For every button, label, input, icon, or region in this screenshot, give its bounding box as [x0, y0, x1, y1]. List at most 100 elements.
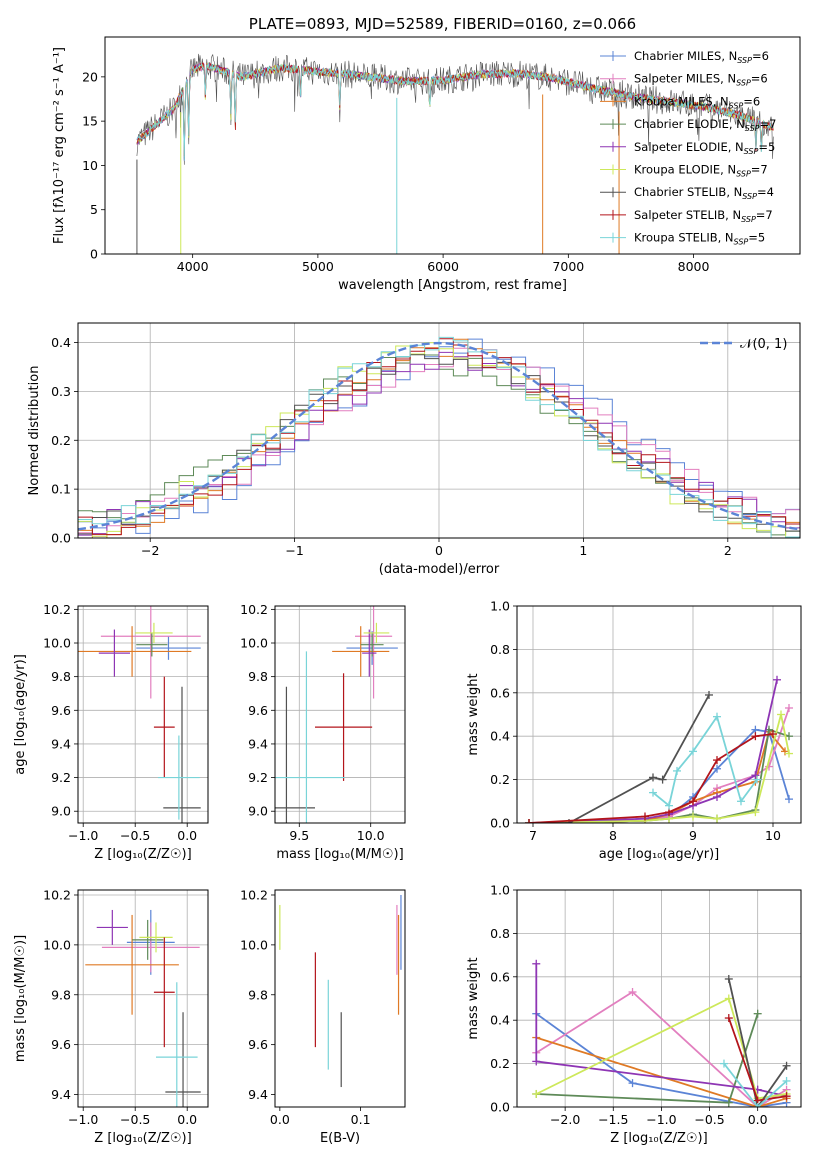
age-vs-mass-point-5 — [363, 622, 390, 644]
weight-vs-age-marker — [777, 710, 785, 719]
age-vs-mass-panel: 9.5 10.0 9.0 9.2 9.4 9.6 9.8 10.0 10.2 mass [log₁… — [240, 602, 406, 862]
spectrum-legend-label: Salpeter MILES, NSSP=6 — [634, 72, 768, 88]
mass-vs-Z-ytick-label: 9.8 — [51, 987, 71, 1002]
weight-vs-Z-ylabel: mass weight — [466, 957, 481, 1039]
age-vs-Z-xlabel: Z [log₁₀(Z/Z☉)] — [94, 847, 191, 862]
residuals-ytick-label: 0.1 — [51, 482, 71, 497]
residuals-ytick-label: 0.2 — [51, 433, 71, 448]
spectrum-ytick-label: 5 — [90, 202, 98, 217]
age-vs-Z-point-1 — [100, 606, 201, 699]
weight-vs-age-marker — [649, 788, 657, 797]
weight-vs-age-marker — [713, 712, 721, 721]
age-vs-mass-ytick-label: 9.4 — [248, 736, 268, 751]
weight-vs-age-marker — [785, 749, 793, 758]
weight-vs-Z-series-6 — [727, 978, 788, 1107]
age-vs-mass-point-4 — [362, 629, 377, 677]
spectrum-legend-label: Salpeter STELIB, NSSP=7 — [634, 208, 773, 224]
mass-vs-Z-xtick-label: −1.0 — [68, 1112, 98, 1127]
spectrum-legend-label: Chabrier STELIB, NSSP=4 — [634, 185, 774, 201]
age-vs-mass-plot-area — [275, 606, 398, 823]
spectrum-ylabel: Flux [fλ10⁻¹⁷ erg cm⁻² s⁻¹ A⁻¹] — [52, 47, 67, 244]
weight-vs-Z-marker — [628, 1079, 637, 1088]
weight-vs-age-plot-area — [525, 675, 793, 823]
age-vs-Z-point-0 — [136, 636, 201, 660]
residuals-ytick-label: 0.3 — [51, 384, 71, 399]
axes-frame — [274, 889, 406, 1108]
weight-vs-age-xtick-label: 9 — [689, 828, 697, 843]
weight-vs-Z-plot-area — [532, 959, 791, 1107]
mass-vs-ebv-ytick-label: 9.8 — [248, 987, 268, 1002]
mass-vs-Z-xtick-label: −0.5 — [120, 1112, 150, 1127]
age-vs-Z-point-3 — [136, 632, 168, 657]
mass-vs-Z-point-4 — [96, 909, 128, 945]
weight-vs-age-marker — [751, 732, 760, 741]
normal-curve — [78, 341, 800, 531]
mass-vs-Z-point-7 — [153, 937, 175, 1048]
weight-vs-age-marker — [785, 703, 793, 712]
age-vs-mass-ytick-label: 10.2 — [240, 602, 268, 617]
weight-vs-age-xtick-label: 8 — [609, 828, 617, 843]
weight-vs-age-series-5 — [528, 714, 790, 823]
weight-vs-age-marker — [658, 775, 667, 784]
weight-vs-age-marker — [773, 675, 781, 684]
weight-vs-age-marker — [769, 730, 777, 739]
age-vs-mass-point-7 — [315, 673, 373, 781]
weight-vs-Z-ytick-label: 0.6 — [490, 969, 510, 984]
weight-vs-Z-marker — [753, 1103, 762, 1107]
residuals-xtick-label: −1 — [285, 543, 303, 558]
spectrum-xtick-label: 4000 — [177, 259, 209, 274]
spectrum-xtick-label: 8000 — [678, 259, 710, 274]
axes-frame — [77, 322, 801, 539]
spectrum-legend-label: Kroupa STELIB, NSSP=5 — [634, 231, 765, 247]
axes-frame — [516, 889, 802, 1108]
weight-vs-Z-marker — [782, 1092, 791, 1101]
weight-vs-Z-marker — [719, 1059, 728, 1068]
age-vs-Z-point-4 — [98, 629, 130, 677]
weight-vs-age-marker — [785, 795, 793, 804]
weight-vs-age-marker — [737, 797, 745, 806]
weight-vs-age-marker — [689, 747, 697, 756]
weight-vs-Z-xtick-label: −0.5 — [694, 1112, 724, 1127]
weight-vs-Z-series-8 — [723, 1063, 788, 1107]
age-vs-Z-ytick-label: 9.8 — [51, 669, 71, 684]
weight-vs-Z-xtick-label: −1.5 — [598, 1112, 628, 1127]
weight-vs-age-marker — [765, 762, 773, 771]
weight-vs-Z-series-2 — [536, 1036, 787, 1107]
spectrum-ytick-label: 20 — [82, 69, 98, 84]
age-vs-mass-ytick-label: 9.0 — [248, 804, 268, 819]
age-vs-Z-ylabel: age [log₁₀(age/yr)] — [13, 654, 28, 775]
mass-vs-ebv-ytick-label: 10.0 — [240, 937, 268, 952]
spectrum-xlabel: wavelength [Angstrom, rest frame] — [338, 278, 567, 293]
age-vs-Z-xtick-label: −1.0 — [68, 828, 98, 843]
weight-vs-age-xtick-label: 7 — [529, 828, 537, 843]
axes-frame — [77, 605, 209, 824]
age-vs-Z-point-7 — [153, 676, 175, 778]
mass-vs-ebv-xtick-label: 0.0 — [270, 1112, 290, 1127]
weight-vs-age-marker — [713, 792, 721, 801]
age-vs-mass-xtick-label: 9.5 — [289, 828, 309, 843]
spectrum-xtick-label: 5000 — [302, 259, 334, 274]
age-vs-Z-point-8 — [158, 735, 200, 820]
age-vs-mass-point-2 — [332, 626, 390, 677]
spectrum-legend-label: Chabrier ELODIE, NSSP=7 — [634, 117, 776, 133]
mass-vs-Z-point-6 — [165, 1012, 201, 1107]
age-vs-Z-ytick-label: 10.2 — [43, 602, 71, 617]
weight-vs-age-ytick-label: 0.8 — [490, 642, 510, 657]
residuals-xtick-label: −2 — [141, 543, 159, 558]
age-vs-Z-ytick-label: 9.6 — [51, 703, 71, 718]
mass-vs-Z-point-5 — [139, 922, 173, 953]
mass-vs-ebv-panel: 0.0 0.1 9.4 9.6 9.8 10.0 10.2 E(B-V) — [240, 887, 406, 1146]
residuals-plot-area — [78, 336, 800, 538]
weight-vs-Z-ytick-label: 1.0 — [490, 883, 510, 898]
weight-vs-Z-marker — [628, 987, 637, 996]
weight-vs-Z-series-3 — [536, 1013, 759, 1104]
weight-vs-Z-marker — [724, 994, 733, 1003]
spectrum-legend: Chabrier MILES, NSSP=6 Salpeter MILES, NS… — [600, 49, 776, 247]
age-vs-Z-xtick-label: 0.0 — [177, 828, 197, 843]
weight-vs-age-marker — [525, 819, 533, 823]
weight-vs-Z-xlabel: Z [log₁₀(Z/Z☉)] — [610, 1131, 707, 1146]
weight-vs-Z-ytick-label: 0.8 — [490, 926, 510, 941]
weight-vs-age-ylabel: mass weight — [466, 673, 481, 755]
mass-vs-ebv-xlabel: E(B-V) — [320, 1131, 360, 1146]
